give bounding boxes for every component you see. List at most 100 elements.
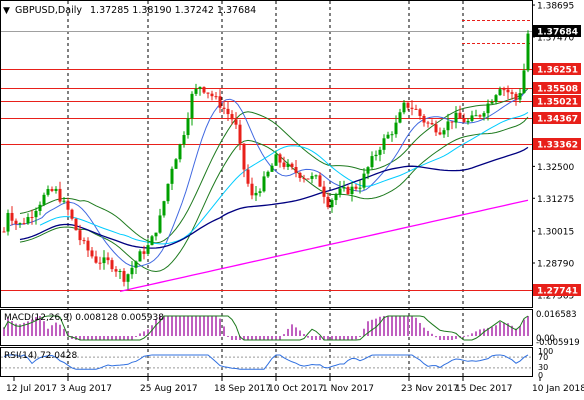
price-tick-label: 1.38695 <box>537 2 574 12</box>
candle-body <box>450 121 454 123</box>
macd-bar <box>239 336 241 340</box>
candle-body <box>486 103 490 114</box>
candle-body <box>482 113 486 117</box>
candle-body <box>510 92 514 94</box>
macd-bar <box>243 336 245 340</box>
macd-bar <box>247 336 249 340</box>
candle-body <box>50 189 54 191</box>
macd-bar <box>31 319 33 336</box>
macd-bar <box>91 336 93 340</box>
candle-body <box>502 89 506 91</box>
candle-body <box>526 33 530 71</box>
candle-body <box>318 175 322 187</box>
macd-bar <box>495 325 497 336</box>
candle-body <box>58 188 62 202</box>
vertical-grid <box>67 1 464 377</box>
candle-body <box>522 70 526 94</box>
macd-bar <box>491 326 493 336</box>
time-tick-label: 18 Sep 2017 <box>214 384 271 394</box>
candle-body <box>10 212 14 221</box>
level-price-label: 1.35021 <box>537 98 578 108</box>
macd-scale-label: -0.005919 <box>536 338 580 348</box>
macd-bar <box>43 321 45 336</box>
macd-bar <box>79 336 81 340</box>
macd-bar <box>347 336 349 340</box>
symbol-menu-icon[interactable]: ▼ <box>3 6 10 16</box>
macd-bar <box>335 336 337 340</box>
candle-body <box>110 260 114 270</box>
price-tick-label: 1.27565 <box>537 291 574 301</box>
candle-body <box>154 232 158 237</box>
macd-bar <box>87 336 89 340</box>
candle-body <box>322 186 326 197</box>
macd-bar <box>291 324 293 336</box>
candle-body <box>334 194 338 201</box>
time-tick-label: 15 Dec 2017 <box>455 384 513 394</box>
macd-bar <box>211 316 213 336</box>
candle-body <box>174 159 178 169</box>
macd-bar <box>187 316 189 336</box>
macd-bar <box>299 330 301 336</box>
moving-averages <box>9 88 529 293</box>
candle-body <box>22 223 26 225</box>
candle-body <box>506 89 510 93</box>
candle-body <box>294 167 298 173</box>
candle-body <box>330 200 334 208</box>
candle-body <box>290 163 294 168</box>
price-scale: 1.386951.374701.332751.325001.312751.300… <box>532 2 581 301</box>
macd-bar <box>159 316 161 336</box>
macd-bar <box>499 321 501 336</box>
macd-bar <box>143 331 145 336</box>
price-tick-label: 1.28790 <box>537 259 574 269</box>
macd-bar <box>271 336 273 340</box>
macd-signal <box>3 315 529 341</box>
current-price-label: 1.37684 <box>537 28 578 38</box>
macd-scale-label: 0.00 <box>536 334 555 344</box>
macd-bar <box>475 331 477 336</box>
macd-bar <box>363 328 365 336</box>
macd-bar <box>83 336 85 340</box>
macd-bar <box>183 316 185 336</box>
candle-body <box>414 108 418 110</box>
macd-bar <box>119 336 121 340</box>
candle-body <box>222 107 226 109</box>
candle-body <box>46 189 50 195</box>
candle-body <box>254 192 258 196</box>
macd-bar <box>367 321 369 336</box>
candle-body <box>158 215 162 233</box>
macd-bar <box>135 336 137 337</box>
macd-bar <box>111 336 113 340</box>
bollinger-lower <box>19 116 529 272</box>
macd-bar <box>423 327 425 336</box>
candle-body <box>126 274 130 282</box>
rsi-scale-label: 0 <box>538 371 543 380</box>
candle-body <box>198 86 202 89</box>
macd-bar <box>427 330 429 336</box>
candle-body <box>94 256 98 263</box>
macd-bar <box>311 336 313 340</box>
candle-body <box>114 269 118 272</box>
macd-bar <box>95 336 97 340</box>
macd-bar <box>411 316 413 336</box>
candle-body <box>474 115 478 117</box>
macd-bar <box>351 336 353 340</box>
ma-slow <box>19 146 529 249</box>
macd-bar <box>127 336 129 340</box>
macd-bar <box>255 336 257 340</box>
candle-body <box>382 138 386 150</box>
rsi-label: RSI(14) 72.0428 <box>4 351 77 361</box>
level-price-tag <box>533 95 581 107</box>
candle-body <box>406 102 410 108</box>
candle-body <box>326 196 330 208</box>
candle-body <box>278 154 282 163</box>
candle-body <box>370 156 374 168</box>
candle-body <box>314 175 318 177</box>
level-price-label: 1.33362 <box>537 141 578 151</box>
macd-bar <box>167 316 169 336</box>
rsi-scale-label: 70 <box>538 353 548 362</box>
candle-body <box>358 187 362 189</box>
candle-body <box>106 257 110 261</box>
candle-body <box>142 251 146 254</box>
candle-body <box>54 188 58 191</box>
